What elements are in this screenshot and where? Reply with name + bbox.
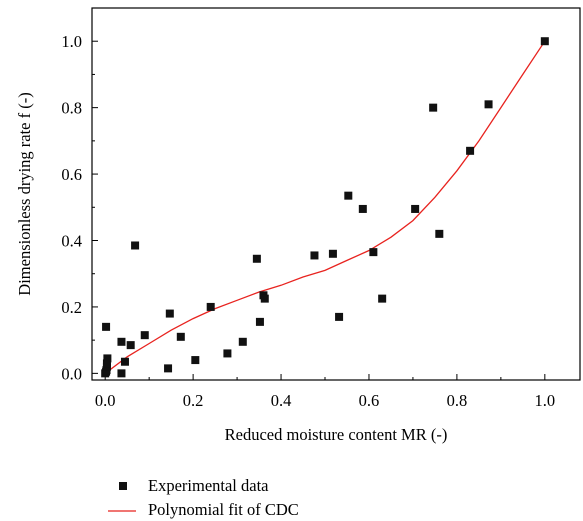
data-point bbox=[358, 204, 367, 213]
data-point bbox=[117, 337, 126, 346]
x-tick-label: 0.4 bbox=[271, 391, 292, 410]
data-point bbox=[411, 204, 420, 213]
legend-label-fit: Polynomial fit of CDC bbox=[148, 500, 299, 519]
y-tick-label: 0.4 bbox=[61, 232, 82, 251]
data-point bbox=[378, 294, 387, 303]
data-point bbox=[310, 251, 319, 260]
data-point bbox=[126, 341, 135, 350]
data-point bbox=[191, 356, 200, 365]
data-point bbox=[164, 364, 173, 373]
data-point bbox=[540, 37, 549, 46]
data-point bbox=[466, 146, 475, 155]
data-point bbox=[120, 357, 129, 366]
data-point bbox=[131, 241, 140, 250]
plot-area bbox=[91, 7, 581, 381]
data-point bbox=[344, 191, 353, 200]
x-axis-label: Reduced moisture content MR (-) bbox=[225, 425, 448, 444]
plot-frame bbox=[91, 7, 581, 381]
data-point bbox=[140, 331, 149, 340]
x-tick-label: 0.8 bbox=[447, 391, 468, 410]
data-point bbox=[102, 359, 111, 368]
data-point bbox=[165, 309, 174, 318]
data-point bbox=[255, 317, 264, 326]
data-point bbox=[176, 332, 185, 341]
x-tick-label: 0.0 bbox=[95, 391, 116, 410]
data-point bbox=[369, 248, 378, 257]
data-point bbox=[117, 369, 126, 378]
legend: Experimental data Polynomial fit of CDC bbox=[108, 476, 299, 519]
x-tick-label: 0.6 bbox=[359, 391, 380, 410]
data-point bbox=[435, 229, 444, 238]
data-point bbox=[103, 354, 112, 363]
y-axis-label: Dimensionless drying rate f (-) bbox=[15, 92, 34, 295]
legend-label-experimental: Experimental data bbox=[148, 476, 269, 495]
y-tick-label: 0.2 bbox=[61, 298, 82, 317]
data-point bbox=[335, 312, 344, 321]
data-point bbox=[223, 349, 232, 358]
data-point bbox=[260, 294, 269, 303]
data-point bbox=[206, 302, 215, 311]
data-point bbox=[429, 103, 438, 112]
y-tick-label: 0.6 bbox=[61, 165, 82, 184]
data-point bbox=[238, 337, 247, 346]
x-tick-label: 1.0 bbox=[535, 391, 556, 410]
legend-marker-experimental bbox=[119, 482, 127, 490]
y-tick-label: 0.8 bbox=[61, 99, 82, 118]
x-axis-ticks: 0.0 0.2 0.4 0.6 0.8 1.0 bbox=[95, 374, 555, 410]
data-point bbox=[102, 322, 111, 331]
y-tick-label: 1.0 bbox=[61, 32, 82, 51]
y-axis-ticks: 0.0 0.2 0.4 0.6 0.8 1.0 bbox=[61, 32, 98, 383]
y-tick-label: 0.0 bbox=[61, 364, 82, 383]
data-point bbox=[252, 254, 261, 263]
data-point bbox=[328, 249, 337, 258]
data-point bbox=[484, 100, 493, 109]
x-tick-label: 0.2 bbox=[183, 391, 204, 410]
scatter-points-layer bbox=[101, 37, 549, 378]
